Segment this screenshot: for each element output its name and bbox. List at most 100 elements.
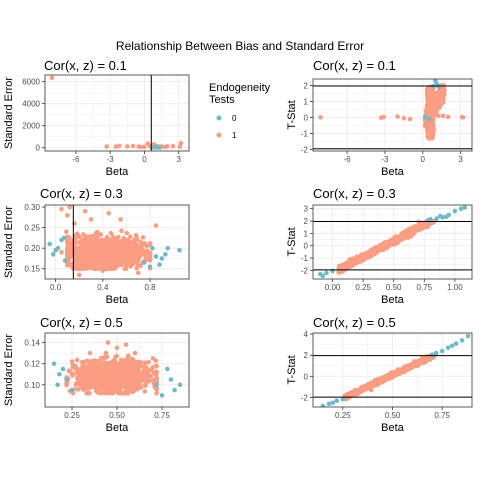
data-point-group-1 (142, 389, 148, 394)
data-point-group-1 (95, 384, 100, 390)
y-tick-label: 0 (36, 144, 41, 153)
data-point-group-1 (108, 255, 113, 261)
data-point-group-1 (124, 256, 129, 262)
data-point-group-1 (107, 237, 113, 243)
data-point-group-1 (381, 114, 386, 120)
data-point-group-1 (107, 365, 112, 370)
data-point-group-0 (61, 235, 67, 241)
data-point-group-1 (103, 350, 109, 356)
x-tick-label: 0.50 (386, 283, 402, 292)
data-point-group-1 (126, 238, 132, 244)
data-point-group-1 (433, 99, 438, 105)
data-point-group-1 (127, 365, 133, 371)
data-point-group-1 (63, 229, 69, 235)
y-tick-label: 4000 (22, 100, 40, 109)
data-point-group-0 (69, 387, 75, 393)
data-point-group-1 (129, 374, 135, 380)
data-point-group-1 (82, 266, 88, 272)
data-point-group-0 (177, 247, 182, 253)
data-point-group-1 (118, 384, 124, 389)
data-point-group-1 (122, 266, 127, 271)
x-tick-label: 3 (458, 155, 463, 164)
data-point-group-1 (71, 365, 77, 370)
data-point-group-1 (122, 247, 128, 252)
x-tick-label: -3 (107, 155, 115, 164)
data-point-group-1 (440, 113, 446, 119)
data-point-group-0 (159, 256, 165, 261)
data-point-group-1 (70, 373, 75, 378)
x-tick-label: -6 (72, 155, 80, 164)
data-point-group-0 (177, 382, 183, 388)
data-point-group-0 (165, 366, 170, 372)
y-tick-label: 3 (304, 205, 309, 214)
data-point-group-1 (352, 257, 357, 263)
x-axis-label: Beta (381, 294, 405, 306)
data-point-group-1 (150, 365, 155, 370)
y-tick-label: 0.30 (24, 203, 40, 212)
panel-title: Cor(x, z) = 0.5 (40, 315, 123, 330)
data-point-group-1 (82, 208, 88, 214)
data-point-group-1 (98, 361, 104, 367)
data-point-group-1 (85, 240, 90, 246)
data-point-group-1 (76, 240, 82, 245)
data-point-group-1 (128, 262, 134, 268)
data-point-group-0 (147, 264, 153, 269)
data-point-group-1 (74, 266, 79, 272)
data-point-group-1 (373, 248, 378, 254)
y-tick-label: -2 (301, 266, 309, 275)
y-axis-label: Standard Error (3, 77, 15, 149)
data-point-group-1 (117, 363, 123, 369)
legend-title-line1: Endogeneity (209, 82, 271, 94)
data-point-group-1 (109, 389, 115, 395)
data-point-group-1 (133, 247, 138, 253)
data-point-group-1 (117, 243, 123, 249)
points-layer (318, 205, 467, 279)
data-point-group-1 (127, 234, 133, 240)
data-point-group-1 (96, 249, 102, 255)
data-point-group-0 (458, 206, 464, 211)
x-tick-label: 0.75 (417, 283, 433, 292)
y-axis-label: Standard Error (3, 206, 15, 278)
legend-title-line2: Tests (209, 94, 235, 106)
legend-key-0 (216, 115, 222, 121)
data-point-group-0 (452, 208, 458, 214)
data-point-group-1 (109, 242, 114, 248)
data-point-group-1 (445, 114, 451, 120)
data-point-group-1 (125, 353, 131, 359)
data-point-group-1 (423, 120, 429, 125)
data-point-group-1 (389, 241, 394, 247)
data-point-group-1 (89, 364, 95, 370)
y-tick-label: 6000 (22, 78, 40, 87)
data-point-group-1 (138, 359, 143, 365)
data-point-group-1 (66, 368, 72, 374)
data-point-group-0 (163, 252, 168, 257)
data-point-group-1 (91, 255, 97, 260)
data-point-group-0 (434, 216, 439, 221)
data-point-group-1 (426, 101, 432, 106)
data-point-group-0 (55, 382, 60, 388)
data-point-group-1 (68, 252, 74, 258)
data-point-group-0 (55, 245, 61, 251)
data-point-group-1 (380, 242, 386, 248)
data-point-group-1 (436, 99, 442, 104)
data-point-group-1 (117, 255, 123, 261)
data-point-group-1 (84, 255, 89, 260)
data-point-group-0 (324, 270, 329, 276)
y-tick-label: 2000 (22, 122, 40, 131)
points-layer (49, 75, 184, 150)
legend-label-1: 1 (232, 131, 237, 140)
data-point-group-1 (123, 342, 129, 347)
data-point-group-0 (462, 205, 467, 210)
data-point-group-1 (65, 234, 70, 240)
data-point-group-1 (76, 387, 81, 392)
data-point-group-1 (136, 255, 142, 260)
points-layer (318, 79, 466, 141)
data-point-group-1 (93, 231, 98, 237)
data-point-group-0 (434, 81, 439, 87)
data-point-group-1 (114, 386, 120, 392)
data-point-group-1 (80, 253, 86, 258)
data-point-group-1 (428, 108, 433, 113)
x-tick-label: 3 (176, 155, 181, 164)
